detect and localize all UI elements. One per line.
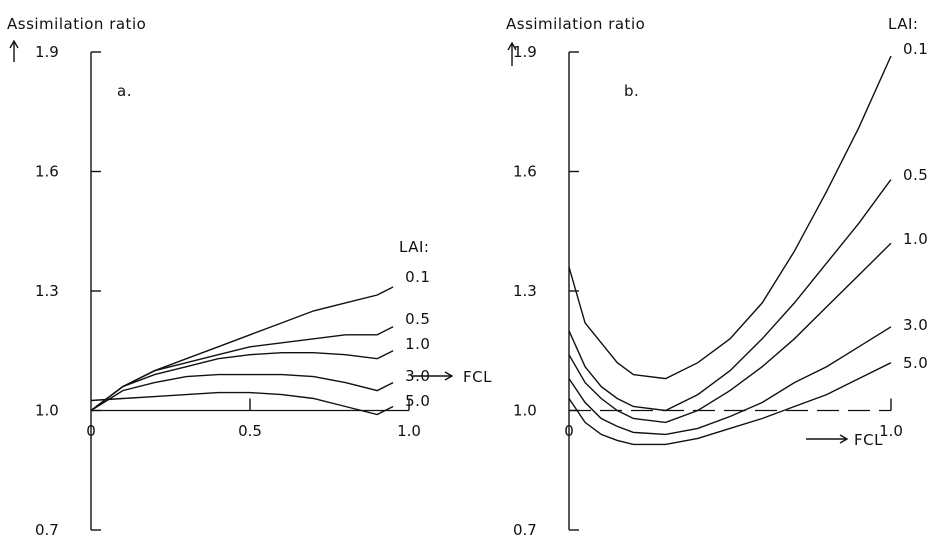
panel-b: Assimilation ratio b. LAI: FCL 0.7 1.0 1.3… xyxy=(506,15,928,538)
y-tick-label: 1.3 xyxy=(513,282,537,300)
y-tick-label: 1.0 xyxy=(513,402,537,420)
x-tick-label: 1.0 xyxy=(879,422,903,440)
series-line-lai-3-0 xyxy=(568,326,892,436)
y-tick-label: 1.0 xyxy=(35,402,59,420)
y-tick-label: 0.7 xyxy=(513,521,537,538)
legend-title: LAI: xyxy=(399,238,429,256)
panel-label: b. xyxy=(624,82,639,100)
series-label: 5.0 xyxy=(405,392,430,410)
x-tick-label: 0 xyxy=(86,422,96,440)
x-axis-label: FCL xyxy=(854,431,883,449)
y-tick-label: 0.7 xyxy=(35,521,59,538)
y-tick-label: 1.9 xyxy=(35,43,59,61)
y-tick-label: 1.6 xyxy=(513,163,537,181)
series-label: 5.0 xyxy=(903,354,928,372)
series-line-lai-1-0 xyxy=(90,350,394,412)
series-line-lai-0-5 xyxy=(568,179,892,412)
y-tick-label: 1.3 xyxy=(35,282,59,300)
x-tick-label: 1.0 xyxy=(397,422,421,440)
series-label: 0.5 xyxy=(405,310,430,328)
panel-a: Assimilation ratio a. LAI: FCL 0.7 1.0 1.3… xyxy=(7,15,492,538)
series-label: 3.0 xyxy=(903,316,928,334)
series-label: 0.5 xyxy=(903,166,928,184)
y-tick-label: 1.6 xyxy=(35,163,59,181)
series-label: 1.0 xyxy=(405,335,430,353)
x-tick-label: 0.5 xyxy=(238,422,262,440)
up-arrow-icon xyxy=(507,41,517,66)
right-arrow-icon xyxy=(806,434,849,444)
series-line-lai-5-0 xyxy=(568,362,892,446)
x-axis-label: FCL xyxy=(463,368,492,386)
y-axis-label: Assimilation ratio xyxy=(506,15,645,33)
plot-area: 0.7 1.0 1.3 1.6 1.9 0 1.0 0.1 0.5 1.0 3.0 5.0 xyxy=(513,40,928,538)
panel-label: a. xyxy=(117,82,132,100)
series-line-lai-3-0 xyxy=(90,373,394,412)
series-label: 0.1 xyxy=(405,268,430,286)
series-label: 3.0 xyxy=(405,367,430,385)
right-arrow-icon xyxy=(411,371,454,381)
plot-area: 0.7 1.0 1.3 1.6 1.9 0 0.5 1.0 0.1 0.5 1.0 3.0 5.0 xyxy=(35,43,430,538)
legend-title: LAI: xyxy=(888,15,918,33)
y-tick-label: 1.9 xyxy=(513,43,537,61)
series-line-lai-0-1 xyxy=(568,55,892,380)
series-line-lai-0-5 xyxy=(90,326,394,412)
y-axis-label: Assimilation ratio xyxy=(7,15,146,33)
series-line-lai-1-0 xyxy=(568,242,892,424)
x-tick-label: 0 xyxy=(564,422,574,440)
up-arrow-icon xyxy=(9,39,19,62)
series-label: 0.1 xyxy=(903,40,928,58)
series-line-lai-5-0 xyxy=(90,391,394,416)
series-label: 1.0 xyxy=(903,230,928,248)
